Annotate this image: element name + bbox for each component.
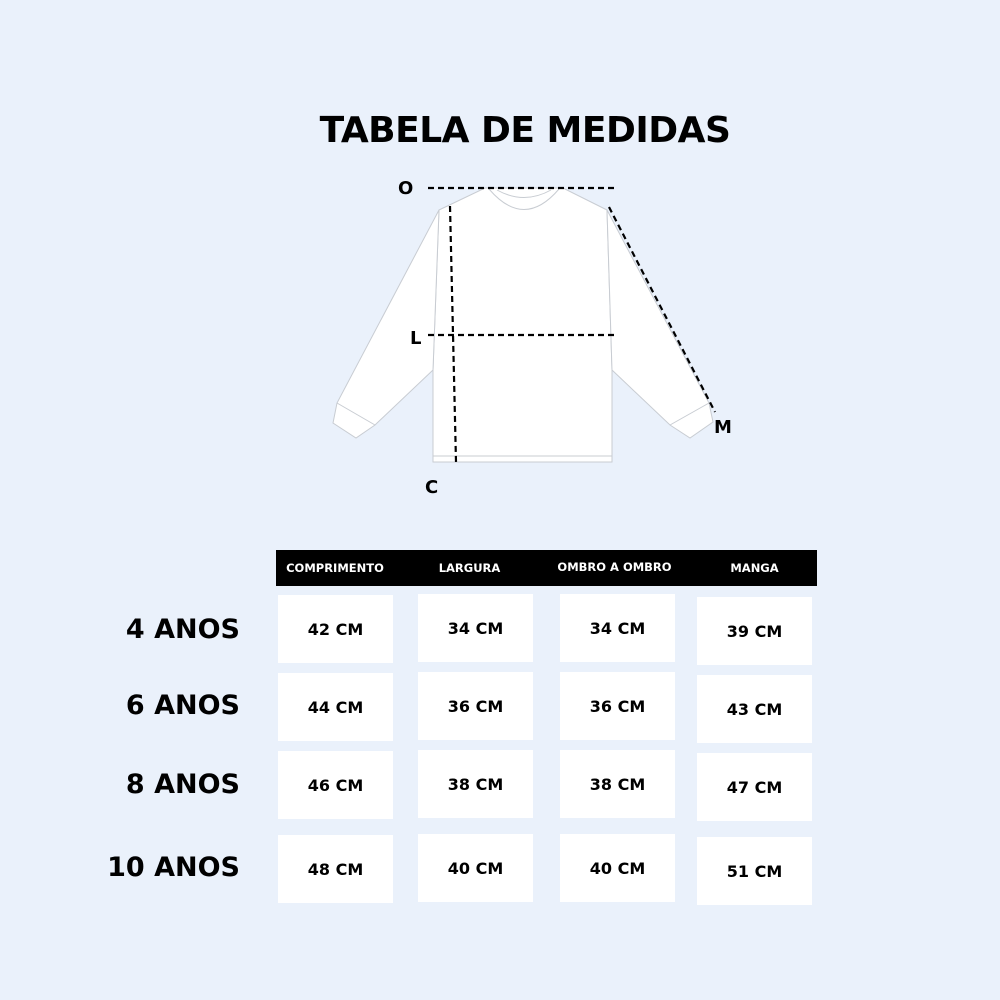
size-label: 4 ANOS [125, 614, 240, 645]
table-cell: 34 CM [418, 594, 533, 662]
shirt-diagram: O L C M [332, 178, 732, 498]
size-label: 10 ANOS [107, 852, 240, 883]
table-cell: 46 CM [278, 751, 393, 819]
table-cell: 47 CM [697, 753, 812, 821]
table-cell: 40 CM [560, 834, 675, 902]
left-sleeve [332, 209, 440, 439]
label-c: C [425, 477, 438, 498]
header-comprimento: COMPRIMENTO [286, 561, 384, 575]
sleeve-measure-line [608, 206, 716, 413]
table-cell: 38 CM [560, 750, 675, 818]
table-header: COMPRIMENTO LARGURA OMBRO A OMBRO MANGA [276, 550, 817, 586]
table-cell: 36 CM [418, 672, 533, 740]
label-l: L [410, 328, 421, 349]
length-measure-line [448, 205, 458, 463]
label-m: M [714, 417, 732, 438]
table-cell: 39 CM [697, 597, 812, 665]
header-largura: LARGURA [438, 561, 501, 575]
table-cell: 44 CM [278, 673, 393, 741]
shirt-body [432, 187, 613, 463]
table-cell: 40 CM [418, 834, 533, 902]
header-manga: MANGA [730, 561, 779, 575]
collar [488, 188, 560, 210]
table-cell: 36 CM [560, 672, 675, 740]
table-cell: 48 CM [278, 835, 393, 903]
table-cell: 38 CM [418, 750, 533, 818]
table-cell: 43 CM [697, 675, 812, 743]
label-o: O [398, 178, 413, 199]
page-title: TABELA DE MEDIDAS [319, 110, 731, 151]
right-sleeve [606, 209, 714, 439]
table-cell: 51 CM [697, 837, 812, 905]
size-label: 8 ANOS [125, 769, 240, 800]
header-ombro: OMBRO A OMBRO [557, 560, 672, 574]
table-cell: 42 CM [278, 595, 393, 663]
table-cell: 34 CM [560, 594, 675, 662]
size-label: 6 ANOS [125, 690, 240, 721]
